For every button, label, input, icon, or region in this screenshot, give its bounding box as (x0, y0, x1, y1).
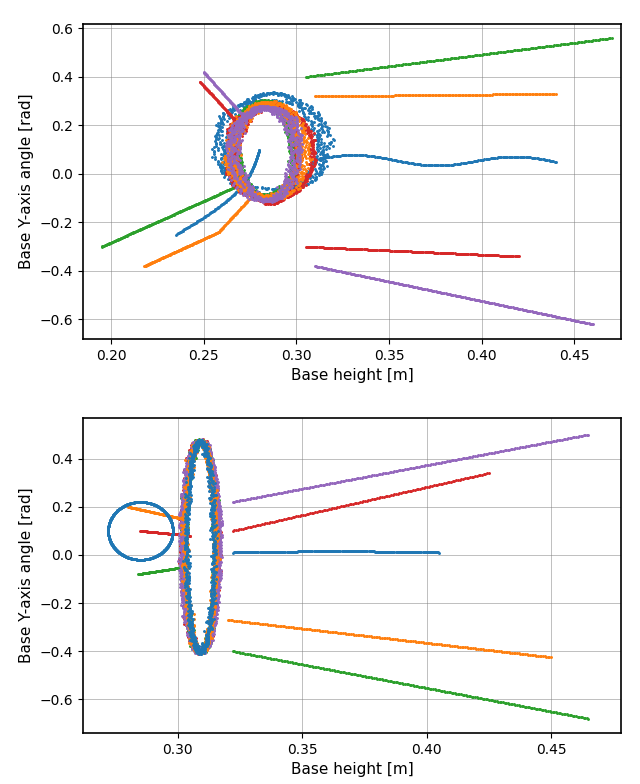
X-axis label: Base height [m]: Base height [m] (291, 368, 413, 383)
Y-axis label: Base Y-axis angle [rad]: Base Y-axis angle [rad] (19, 93, 35, 269)
X-axis label: Base height [m]: Base height [m] (291, 762, 413, 777)
Y-axis label: Base Y-axis angle [rad]: Base Y-axis angle [rad] (19, 488, 35, 663)
